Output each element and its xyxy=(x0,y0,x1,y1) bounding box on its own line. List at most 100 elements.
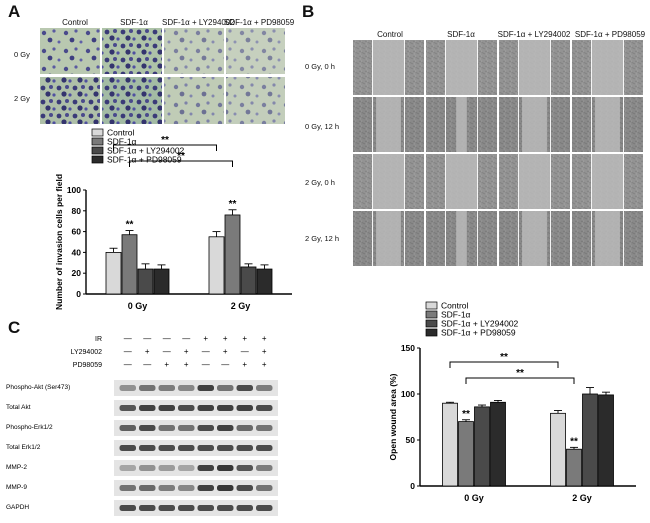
legend-swatch xyxy=(91,146,104,155)
panel-b-col-header: Control xyxy=(377,30,403,39)
bar xyxy=(442,402,458,487)
blot-band xyxy=(139,505,156,511)
treatment-sign: + xyxy=(262,360,267,369)
bar xyxy=(474,406,490,487)
y-tick-label: 60 xyxy=(72,227,82,237)
treatment-sign: — xyxy=(124,347,132,356)
blot-band xyxy=(178,505,195,511)
bracket-label: ** xyxy=(161,135,169,146)
blot-band xyxy=(139,485,156,491)
treatment-label: IR xyxy=(95,336,102,343)
y-axis-label: Number of invasion cells per field xyxy=(54,174,64,310)
legend-label: SDF-1α + LY294002 xyxy=(107,146,185,156)
wound-gap xyxy=(518,40,551,95)
wound-gap xyxy=(376,211,401,266)
panel-c-letter: C xyxy=(8,318,21,337)
bar xyxy=(566,448,582,487)
panel-b-row-label: 2 Gy, 0 h xyxy=(305,178,335,187)
panel-a-col-header: Control xyxy=(62,18,88,27)
blot-band xyxy=(217,425,234,431)
panel-a-col-header: SDF-1α + LY294002 xyxy=(162,18,235,27)
panel-b-letter: B xyxy=(302,2,315,21)
treatment-sign: — xyxy=(124,360,132,369)
panel-b-row-label: 0 Gy, 12 h xyxy=(305,122,340,131)
panel-a-col-header: SDF-1α xyxy=(120,18,148,27)
treatment-sign: — xyxy=(202,360,210,369)
blot-label: Total Erk1/2 xyxy=(6,444,41,451)
blot-band xyxy=(197,505,214,511)
significance-bracket xyxy=(465,377,575,384)
blot-band xyxy=(139,445,156,451)
legend-swatch xyxy=(91,128,104,137)
blot-strip xyxy=(114,400,278,416)
blot-band xyxy=(236,405,253,411)
y-tick-label: 100 xyxy=(67,185,81,195)
blot-band xyxy=(236,485,253,491)
treatment-sign: — xyxy=(241,347,249,356)
treatment-sign: — xyxy=(143,360,151,369)
bar xyxy=(582,393,598,487)
bar xyxy=(256,268,273,295)
blot-band xyxy=(119,465,136,471)
treatment-sign: + xyxy=(242,360,247,369)
blot-band xyxy=(197,425,214,431)
blot-band xyxy=(158,385,175,391)
blot-band xyxy=(197,485,214,491)
wound-gap xyxy=(456,211,467,266)
blot-band xyxy=(119,425,136,431)
significance-bracket xyxy=(449,361,559,368)
blot-band xyxy=(119,405,136,411)
panel-b-row-label: 2 Gy, 12 h xyxy=(305,234,340,243)
significance-marker: ** xyxy=(126,220,134,231)
y-tick-label: 80 xyxy=(72,206,82,216)
wound-gap xyxy=(591,154,624,209)
panel-b-col-header: SDF-1α + PD98059 xyxy=(574,30,646,39)
bar xyxy=(224,214,241,295)
bar xyxy=(598,394,614,487)
bracket-label: ** xyxy=(177,151,185,162)
treatment-sign: + xyxy=(184,360,189,369)
x-tick-label: 0 Gy xyxy=(464,493,484,503)
blot-band xyxy=(217,445,234,451)
legend-swatch xyxy=(91,155,104,164)
bar xyxy=(458,421,474,487)
panel-c-western-blot: IR — — — — + + + + LY294002 — + — + — + — + PD98059 — — + + — — +… xyxy=(6,334,278,516)
blot-label: MMP-9 xyxy=(6,484,27,491)
blot-label: MMP-2 xyxy=(6,464,27,471)
x-tick-label: 2 Gy xyxy=(231,301,251,311)
blot-band xyxy=(256,485,273,491)
y-tick-label: 0 xyxy=(76,289,81,299)
blot-band xyxy=(236,505,253,511)
bracket-label: ** xyxy=(516,368,524,379)
wound-gap xyxy=(595,211,620,266)
blot-band xyxy=(178,385,195,391)
blot-band xyxy=(256,505,273,511)
bar xyxy=(240,266,257,295)
blot-band xyxy=(217,485,234,491)
wound-gap xyxy=(595,97,620,152)
blot-strip xyxy=(114,480,278,496)
blot-band xyxy=(178,425,195,431)
blot-band xyxy=(139,385,156,391)
blot-band xyxy=(158,465,175,471)
panel-a-col-header: SDF-1α + PD98059 xyxy=(224,18,295,27)
blot-band xyxy=(119,385,136,391)
treatment-sign: + xyxy=(145,347,150,356)
treatment-sign: — xyxy=(163,334,171,343)
panel-b-row-label: 0 Gy, 0 h xyxy=(305,62,335,71)
blot-band xyxy=(158,505,175,511)
y-axis-label: Open wound area (%) xyxy=(388,373,398,460)
blot-band xyxy=(236,385,253,391)
legend-label: SDF-1α xyxy=(107,137,137,147)
blot-strip xyxy=(114,460,278,476)
bar xyxy=(550,412,566,487)
wound-gap xyxy=(445,40,478,95)
wound-gap xyxy=(372,40,405,95)
blot-label: Phospho-Erk1/2 xyxy=(6,424,53,431)
treatment-sign: + xyxy=(262,334,267,343)
treatment-sign: — xyxy=(143,334,151,343)
bar xyxy=(208,236,225,295)
blot-band xyxy=(119,505,136,511)
legend-label: Control xyxy=(107,128,135,138)
